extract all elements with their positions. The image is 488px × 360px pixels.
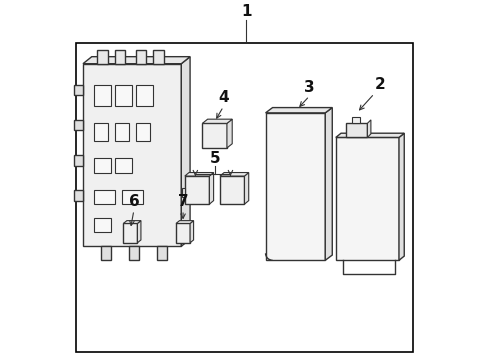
Bar bbox=[128, 246, 139, 260]
Polygon shape bbox=[220, 172, 248, 176]
Bar bbox=[114, 85, 132, 106]
Bar bbox=[93, 85, 111, 106]
Bar bbox=[93, 218, 111, 232]
Polygon shape bbox=[226, 119, 232, 148]
Bar bbox=[153, 50, 163, 64]
Text: 4: 4 bbox=[218, 90, 228, 105]
Bar bbox=[123, 224, 137, 243]
Polygon shape bbox=[176, 221, 193, 224]
Polygon shape bbox=[137, 221, 141, 243]
Polygon shape bbox=[398, 133, 404, 260]
Bar bbox=[97, 50, 107, 64]
Bar bbox=[93, 158, 111, 172]
Text: 1: 1 bbox=[241, 4, 251, 19]
Bar bbox=[351, 117, 360, 123]
Bar bbox=[114, 158, 132, 172]
Bar bbox=[114, 123, 128, 141]
Bar bbox=[220, 176, 244, 204]
Bar bbox=[135, 85, 153, 106]
Bar bbox=[182, 188, 184, 197]
Text: 5: 5 bbox=[209, 151, 220, 166]
Polygon shape bbox=[209, 172, 213, 204]
Polygon shape bbox=[335, 133, 404, 138]
Polygon shape bbox=[184, 172, 213, 176]
Polygon shape bbox=[244, 172, 248, 204]
FancyBboxPatch shape bbox=[83, 64, 181, 246]
Polygon shape bbox=[366, 120, 370, 138]
Polygon shape bbox=[202, 119, 232, 123]
Bar bbox=[184, 176, 209, 204]
Bar bbox=[74, 190, 83, 201]
FancyBboxPatch shape bbox=[265, 113, 325, 260]
Polygon shape bbox=[83, 57, 190, 64]
Polygon shape bbox=[123, 221, 141, 224]
Bar bbox=[74, 120, 83, 130]
Polygon shape bbox=[190, 221, 193, 243]
Bar bbox=[157, 246, 167, 260]
Bar bbox=[135, 123, 149, 141]
Bar bbox=[122, 190, 142, 204]
Bar bbox=[101, 246, 111, 260]
Bar bbox=[93, 123, 107, 141]
Bar bbox=[135, 50, 146, 64]
Text: 6: 6 bbox=[128, 194, 139, 209]
Text: 2: 2 bbox=[373, 77, 384, 92]
Bar bbox=[202, 123, 226, 148]
Bar bbox=[114, 50, 125, 64]
Bar bbox=[346, 123, 366, 138]
Polygon shape bbox=[265, 108, 331, 113]
Bar bbox=[74, 85, 83, 95]
Text: 7: 7 bbox=[177, 194, 188, 209]
Text: 3: 3 bbox=[304, 80, 314, 95]
Bar bbox=[176, 224, 190, 243]
Polygon shape bbox=[325, 108, 331, 260]
FancyBboxPatch shape bbox=[335, 138, 398, 260]
Bar bbox=[93, 190, 114, 204]
Bar bbox=[74, 155, 83, 166]
Polygon shape bbox=[181, 57, 190, 246]
